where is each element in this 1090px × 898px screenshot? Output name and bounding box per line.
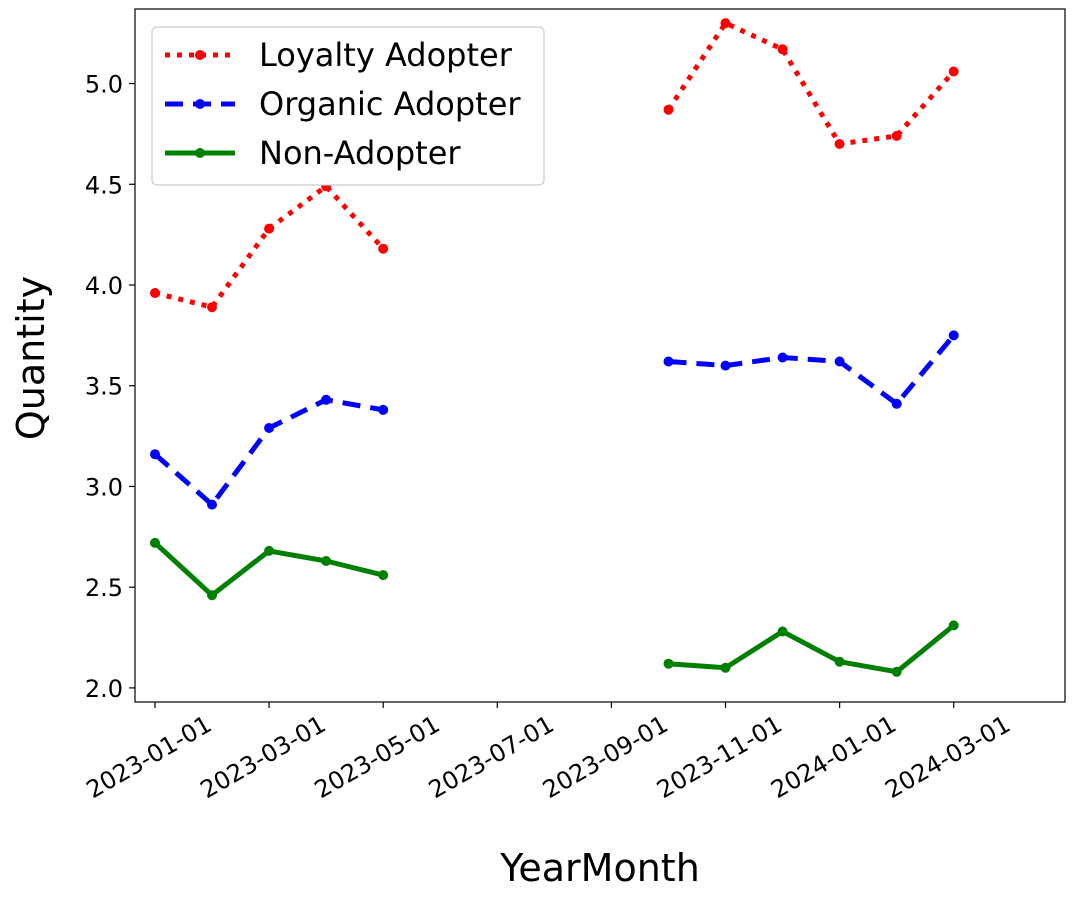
y-tick-label: 4.0	[85, 272, 123, 300]
series-line-segment	[666, 20, 956, 147]
legend-entries: Loyalty Adopter Organic Adopter Non-Adopte…	[165, 36, 521, 172]
data-point	[777, 626, 788, 637]
data-point	[663, 104, 674, 115]
series-layer	[150, 18, 959, 677]
legend-entry: Loyalty Adopter	[165, 36, 513, 74]
data-point	[378, 243, 389, 254]
data-point	[720, 662, 731, 673]
legend-label: Organic Adopter	[259, 85, 521, 123]
data-point	[150, 537, 160, 548]
data-point	[207, 302, 217, 313]
data-point	[891, 130, 902, 141]
y-tick-label: 3.5	[85, 373, 123, 401]
data-point	[207, 590, 217, 601]
plot-frame	[134, 8, 1066, 703]
data-point	[663, 658, 674, 669]
series-line-segment	[668, 623, 956, 675]
series-non-adopter	[150, 537, 959, 677]
legend-marker	[195, 99, 205, 109]
data-point	[948, 330, 959, 341]
y-tick-label: 3.0	[85, 473, 123, 501]
data-point	[264, 423, 275, 433]
data-point	[207, 499, 217, 510]
data-point	[321, 556, 332, 566]
data-point	[150, 449, 160, 460]
data-point	[321, 394, 332, 405]
data-point	[891, 398, 902, 409]
y-tick-label: 5.0	[85, 71, 123, 99]
series-organic-adopter	[150, 330, 959, 510]
y-tick-label: 2.5	[85, 574, 123, 602]
legend: Loyalty Adopter Organic Adopter Non-Adopte…	[151, 26, 545, 186]
data-point	[720, 360, 731, 371]
data-point	[834, 356, 845, 367]
y-axis-label: Quantity	[9, 276, 53, 440]
legend-entry: Non-Adopter	[165, 134, 461, 172]
data-point	[663, 356, 674, 367]
legend-entry: Organic Adopter	[165, 85, 521, 123]
data-point	[948, 66, 959, 77]
series-line-segment	[154, 183, 386, 310]
data-point	[777, 352, 788, 363]
y-axis: 2.0 2.5 3.0 3.5 4.0 4.5 5.0	[85, 71, 135, 703]
legend-label: Non-Adopter	[259, 134, 461, 172]
data-point	[378, 570, 389, 581]
series-loyalty-adopter	[150, 18, 959, 313]
data-point	[948, 620, 959, 631]
x-axis-label: YearMonth	[499, 846, 700, 890]
data-point	[720, 18, 731, 29]
data-point	[777, 44, 788, 55]
data-point	[834, 656, 845, 667]
data-point	[834, 139, 845, 149]
data-point	[150, 288, 160, 298]
legend-marker	[195, 148, 205, 158]
legend-marker	[195, 50, 205, 60]
legend-box	[151, 26, 545, 186]
y-tick-label: 2.0	[85, 675, 123, 703]
legend-label: Loyalty Adopter	[259, 36, 513, 74]
series-line-segment	[668, 333, 956, 407]
y-tick-label: 4.5	[85, 171, 123, 199]
data-point	[378, 404, 389, 415]
data-point	[891, 666, 902, 677]
data-point	[264, 223, 275, 234]
data-point	[264, 545, 275, 556]
